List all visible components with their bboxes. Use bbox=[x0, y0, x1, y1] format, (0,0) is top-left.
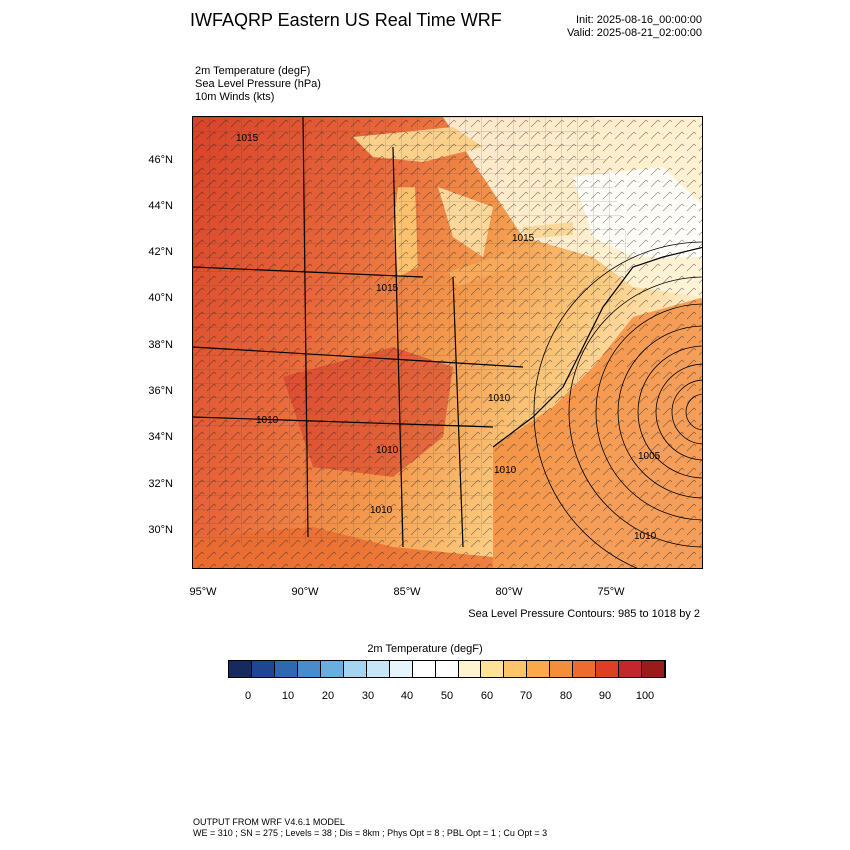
contour-label: 1010 bbox=[488, 393, 511, 404]
colorbar-tick: 100 bbox=[635, 690, 655, 702]
colorbar-swatch bbox=[458, 661, 482, 677]
colorbar-swatch bbox=[251, 661, 275, 677]
lat-label: 42°N bbox=[148, 246, 173, 258]
colorbar-swatch bbox=[481, 661, 505, 677]
lon-label: 85°W bbox=[393, 586, 421, 598]
variable-pressure: Sea Level Pressure (hPa) bbox=[195, 78, 321, 90]
colorbar-swatch bbox=[297, 661, 321, 677]
state-borders bbox=[193, 117, 702, 548]
colorbar-tick: 90 bbox=[598, 690, 612, 702]
lat-label: 36°N bbox=[148, 385, 173, 397]
colorbar-tick: 30 bbox=[361, 690, 375, 702]
variable-winds: 10m Winds (kts) bbox=[195, 91, 275, 103]
lat-label: 44°N bbox=[148, 200, 173, 212]
footer-config-info: WE = 310 ; SN = 275 ; Levels = 38 ; Dis … bbox=[193, 828, 548, 838]
colorbar-swatch bbox=[642, 661, 666, 677]
colorbar-swatch bbox=[619, 661, 643, 677]
colorbar-swatch bbox=[504, 661, 528, 677]
wind-barbs bbox=[193, 117, 702, 568]
colorbar-tick: 10 bbox=[281, 690, 295, 702]
contour-label: 1010 bbox=[376, 445, 399, 456]
contour-label: 1015 bbox=[512, 233, 535, 244]
colorbar-tick: 40 bbox=[400, 690, 414, 702]
colorbar-swatch bbox=[343, 661, 367, 677]
valid-time: Valid: 2025-08-21_02:00:00 bbox=[567, 27, 702, 39]
hurricane-isobars bbox=[533, 241, 702, 568]
lat-label: 32°N bbox=[148, 478, 173, 490]
contour-label: 1015 bbox=[376, 283, 399, 294]
contour-label: 1015 bbox=[236, 133, 259, 144]
colorbar-tick: 0 bbox=[244, 690, 252, 702]
init-time: Init: 2025-08-16_00:00:00 bbox=[576, 14, 702, 26]
lon-label: 90°W bbox=[291, 586, 319, 598]
contour-label: 1005 bbox=[638, 451, 661, 462]
colorbar-tick: 60 bbox=[480, 690, 494, 702]
temperature-colorbar bbox=[228, 660, 666, 678]
lon-label: 95°W bbox=[189, 586, 217, 598]
variable-temperature: 2m Temperature (degF) bbox=[195, 65, 311, 77]
colorbar-swatch bbox=[320, 661, 344, 677]
colorbar-title: 2m Temperature (degF) bbox=[367, 643, 483, 655]
colorbar-swatch bbox=[435, 661, 459, 677]
colorbar-swatch bbox=[573, 661, 597, 677]
lon-label: 80°W bbox=[495, 586, 523, 598]
lat-label: 34°N bbox=[148, 431, 173, 443]
colorbar-swatch bbox=[229, 661, 252, 677]
map-panel: 1015 1015 1015 1010 1010 1010 1010 1010 … bbox=[192, 116, 703, 569]
colorbar-swatch bbox=[527, 661, 551, 677]
temperature-map bbox=[193, 117, 702, 568]
lat-label: 30°N bbox=[148, 524, 173, 536]
colorbar-swatch bbox=[412, 661, 436, 677]
colorbar-tick: 70 bbox=[519, 690, 533, 702]
pressure-contour-caption: Sea Level Pressure Contours: 985 to 1018… bbox=[468, 608, 700, 620]
colorbar-swatch bbox=[550, 661, 574, 677]
colorbar-tick: 20 bbox=[321, 690, 335, 702]
contour-label: 1010 bbox=[494, 465, 517, 476]
lat-label: 38°N bbox=[148, 339, 173, 351]
colorbar-tick: 80 bbox=[559, 690, 573, 702]
colorbar-swatch bbox=[274, 661, 298, 677]
contour-label: 1010 bbox=[634, 531, 657, 542]
colorbar-swatch bbox=[366, 661, 390, 677]
contour-label: 1010 bbox=[370, 505, 393, 516]
lat-label: 46°N bbox=[148, 154, 173, 166]
colorbar-tick: 50 bbox=[440, 690, 454, 702]
lon-label: 75°W bbox=[597, 586, 625, 598]
colorbar-swatch bbox=[596, 661, 620, 677]
contour-label: 1010 bbox=[256, 415, 279, 426]
footer-model-info: OUTPUT FROM WRF V4.6.1 MODEL bbox=[193, 817, 345, 827]
colorbar-swatch bbox=[389, 661, 413, 677]
lat-label: 40°N bbox=[148, 292, 173, 304]
map-title: IWFAQRP Eastern US Real Time WRF bbox=[190, 10, 502, 30]
